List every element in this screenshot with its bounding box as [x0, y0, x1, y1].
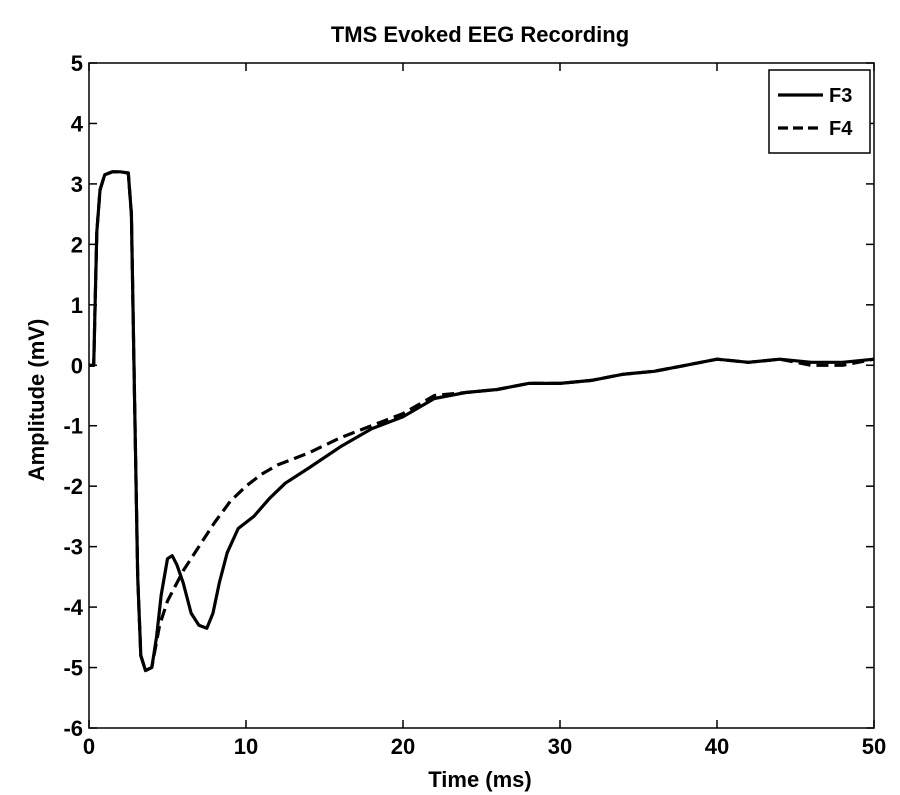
y-tick-label: -1 — [63, 414, 83, 439]
plot-frame — [88, 62, 875, 729]
x-tick-label: 30 — [548, 734, 572, 759]
y-tick-label: 3 — [71, 172, 83, 197]
y-tick-label: -2 — [63, 474, 83, 499]
legend: F3 F4 — [768, 69, 871, 154]
x-tick-label: 10 — [234, 734, 258, 759]
y-tick-label: -6 — [63, 716, 83, 741]
x-tick-label: 40 — [705, 734, 729, 759]
y-tick-label: 5 — [71, 51, 83, 76]
y-tick-label: 4 — [71, 111, 84, 136]
y-tick-label: 0 — [71, 353, 83, 378]
chart-title: TMS Evoked EEG Recording — [331, 22, 629, 47]
x-tick-label: 20 — [391, 734, 415, 759]
y-tick-label: -4 — [63, 595, 83, 620]
series-line-f4 — [89, 170, 875, 673]
y-tick-label: -3 — [63, 535, 83, 560]
x-axis-label: Time (ms) — [428, 767, 532, 792]
y-tick-label: 1 — [71, 293, 83, 318]
legend-box — [768, 69, 871, 154]
legend-label-f4: F4 — [829, 118, 853, 140]
y-tick-label: 2 — [71, 232, 83, 257]
series-layer — [89, 170, 875, 673]
y-axis-label: Amplitude (mV) — [24, 319, 49, 482]
y-tick-label: -5 — [63, 656, 83, 681]
legend-label-f3: F3 — [829, 85, 852, 107]
series-line-f3 — [89, 170, 875, 673]
x-tick-label: 50 — [862, 734, 886, 759]
x-tick-label: 0 — [83, 734, 95, 759]
